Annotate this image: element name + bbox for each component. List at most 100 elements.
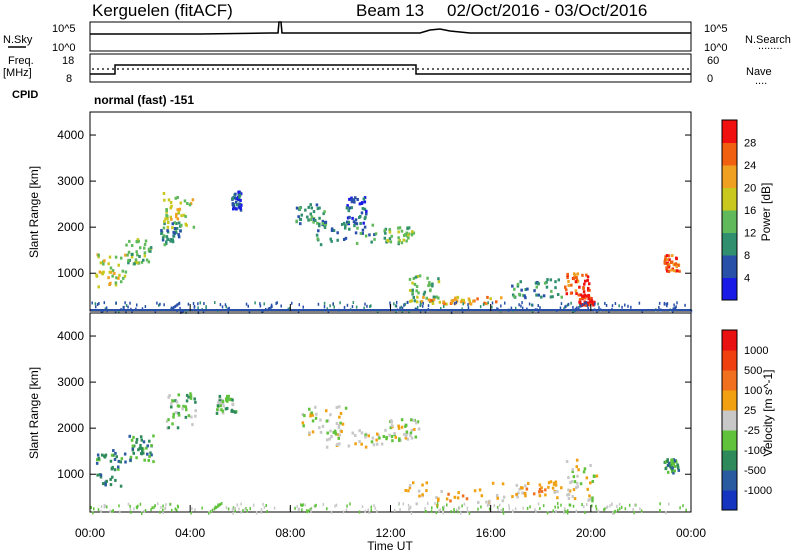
range-gate-cell (400, 418, 404, 422)
range-gate-cell (162, 191, 166, 195)
range-gate-cell (353, 434, 357, 438)
near-range-cell (242, 509, 244, 513)
range-gate-cell (567, 496, 571, 500)
range-gate-cell (521, 486, 524, 490)
colorbar-segment (722, 350, 737, 371)
range-gate-cell (572, 277, 576, 281)
range-gate-cell (302, 424, 305, 428)
near-range-cell (213, 301, 216, 305)
near-range-cell (94, 305, 97, 309)
near-range-cell (618, 502, 621, 506)
range-gate-cell (338, 405, 341, 409)
range-gate-cell (570, 283, 573, 287)
range-gate-cell (345, 220, 349, 224)
near-range-cell (263, 302, 265, 306)
range-gate-cell (110, 453, 114, 457)
near-range-cell (118, 309, 120, 313)
near-range-cell (658, 301, 661, 305)
near-range-cell (263, 505, 266, 509)
range-gate-cell (142, 440, 146, 444)
near-range-cell (366, 304, 368, 308)
range-gate-cell (115, 276, 118, 280)
range-gate-cell (319, 243, 323, 247)
range-gate-cell (315, 233, 319, 237)
near-range-cell (434, 501, 436, 505)
range-gate-cell (344, 236, 348, 240)
noise-tick-low: 10^0 (52, 42, 76, 54)
range-gate-cell (373, 233, 376, 237)
range-gate-cell (382, 435, 386, 439)
range-gate-cell (393, 432, 396, 436)
near-range-cell (369, 305, 371, 309)
range-gate-cell (511, 495, 514, 499)
x-tick-label: 00:00 (676, 526, 706, 540)
range-gate-cell (116, 465, 120, 469)
range-gate-cell (221, 409, 225, 413)
near-range-cell (583, 505, 585, 509)
near-range-cell (150, 508, 152, 512)
range-gate-cell (666, 258, 669, 262)
range-gate-cell (340, 222, 344, 226)
range-gate-cell (176, 404, 180, 408)
range-gate-cell (235, 203, 239, 207)
range-gate-cell (538, 490, 541, 494)
range-gate-cell (576, 474, 579, 478)
range-gate-cell (402, 238, 406, 242)
range-gate-cell (337, 425, 341, 429)
range-gate-cell (560, 295, 563, 299)
range-gate-cell (163, 222, 166, 226)
range-gate-cell (312, 210, 316, 214)
range-gate-cell (167, 198, 171, 202)
range-gate-cell (129, 455, 133, 459)
range-gate-cell (489, 297, 492, 301)
freq-label-2: [MHz] (3, 67, 32, 79)
range-gate-cell (189, 394, 193, 398)
beam-label: Beam 13 (356, 1, 424, 20)
range-gate-cell (107, 262, 110, 266)
near-range-cell (124, 301, 126, 305)
near-range-cell (224, 303, 227, 307)
near-range-cell (335, 503, 338, 507)
range-gate-cell (544, 493, 547, 497)
near-range-cell (624, 507, 627, 511)
near-range-cell (352, 301, 355, 305)
near-range-cell (355, 305, 358, 309)
near-range-cell (401, 310, 404, 314)
near-range-cell (395, 300, 398, 304)
range-gate-cell (97, 255, 100, 259)
range-gate-cell (589, 481, 592, 485)
near-range-cell (559, 306, 562, 310)
near-range-cell (440, 307, 442, 311)
range-gate-cell (142, 258, 145, 262)
colorbar-tick-label: 100 (744, 385, 762, 397)
range-gate-cell (388, 230, 392, 234)
colorbar-segment (722, 490, 737, 511)
range-gate-cell (577, 468, 580, 472)
range-gate-cell (595, 474, 599, 478)
range-gate-cell (575, 465, 579, 469)
near-range-cell (673, 307, 675, 311)
colorbar-segment (722, 410, 737, 431)
near-range-cell (685, 508, 687, 512)
near-range-cell (628, 503, 631, 507)
range-gate-cell (298, 206, 301, 210)
range-gate-cell (185, 408, 188, 412)
x-tick-label: 20:00 (576, 526, 606, 540)
near-range-cell (227, 507, 230, 511)
range-gate-cell (468, 299, 472, 303)
near-range-cell (255, 511, 258, 515)
range-gate-cell (669, 260, 673, 264)
x-tick-label: 00:00 (75, 526, 105, 540)
range-gate-cell (335, 405, 339, 409)
range-gate-cell (354, 218, 358, 222)
range-gate-cell (398, 438, 401, 442)
x-tick-label: 08:00 (275, 526, 305, 540)
range-gate-cell (105, 479, 108, 483)
range-gate-cell (99, 473, 103, 477)
range-gate-cell (184, 405, 188, 409)
range-gate-cell (345, 206, 349, 210)
range-gate-cell (131, 444, 135, 448)
range-gate-cell (174, 411, 178, 415)
range-gate-cell (417, 427, 421, 431)
range-gate-cell (572, 272, 576, 276)
